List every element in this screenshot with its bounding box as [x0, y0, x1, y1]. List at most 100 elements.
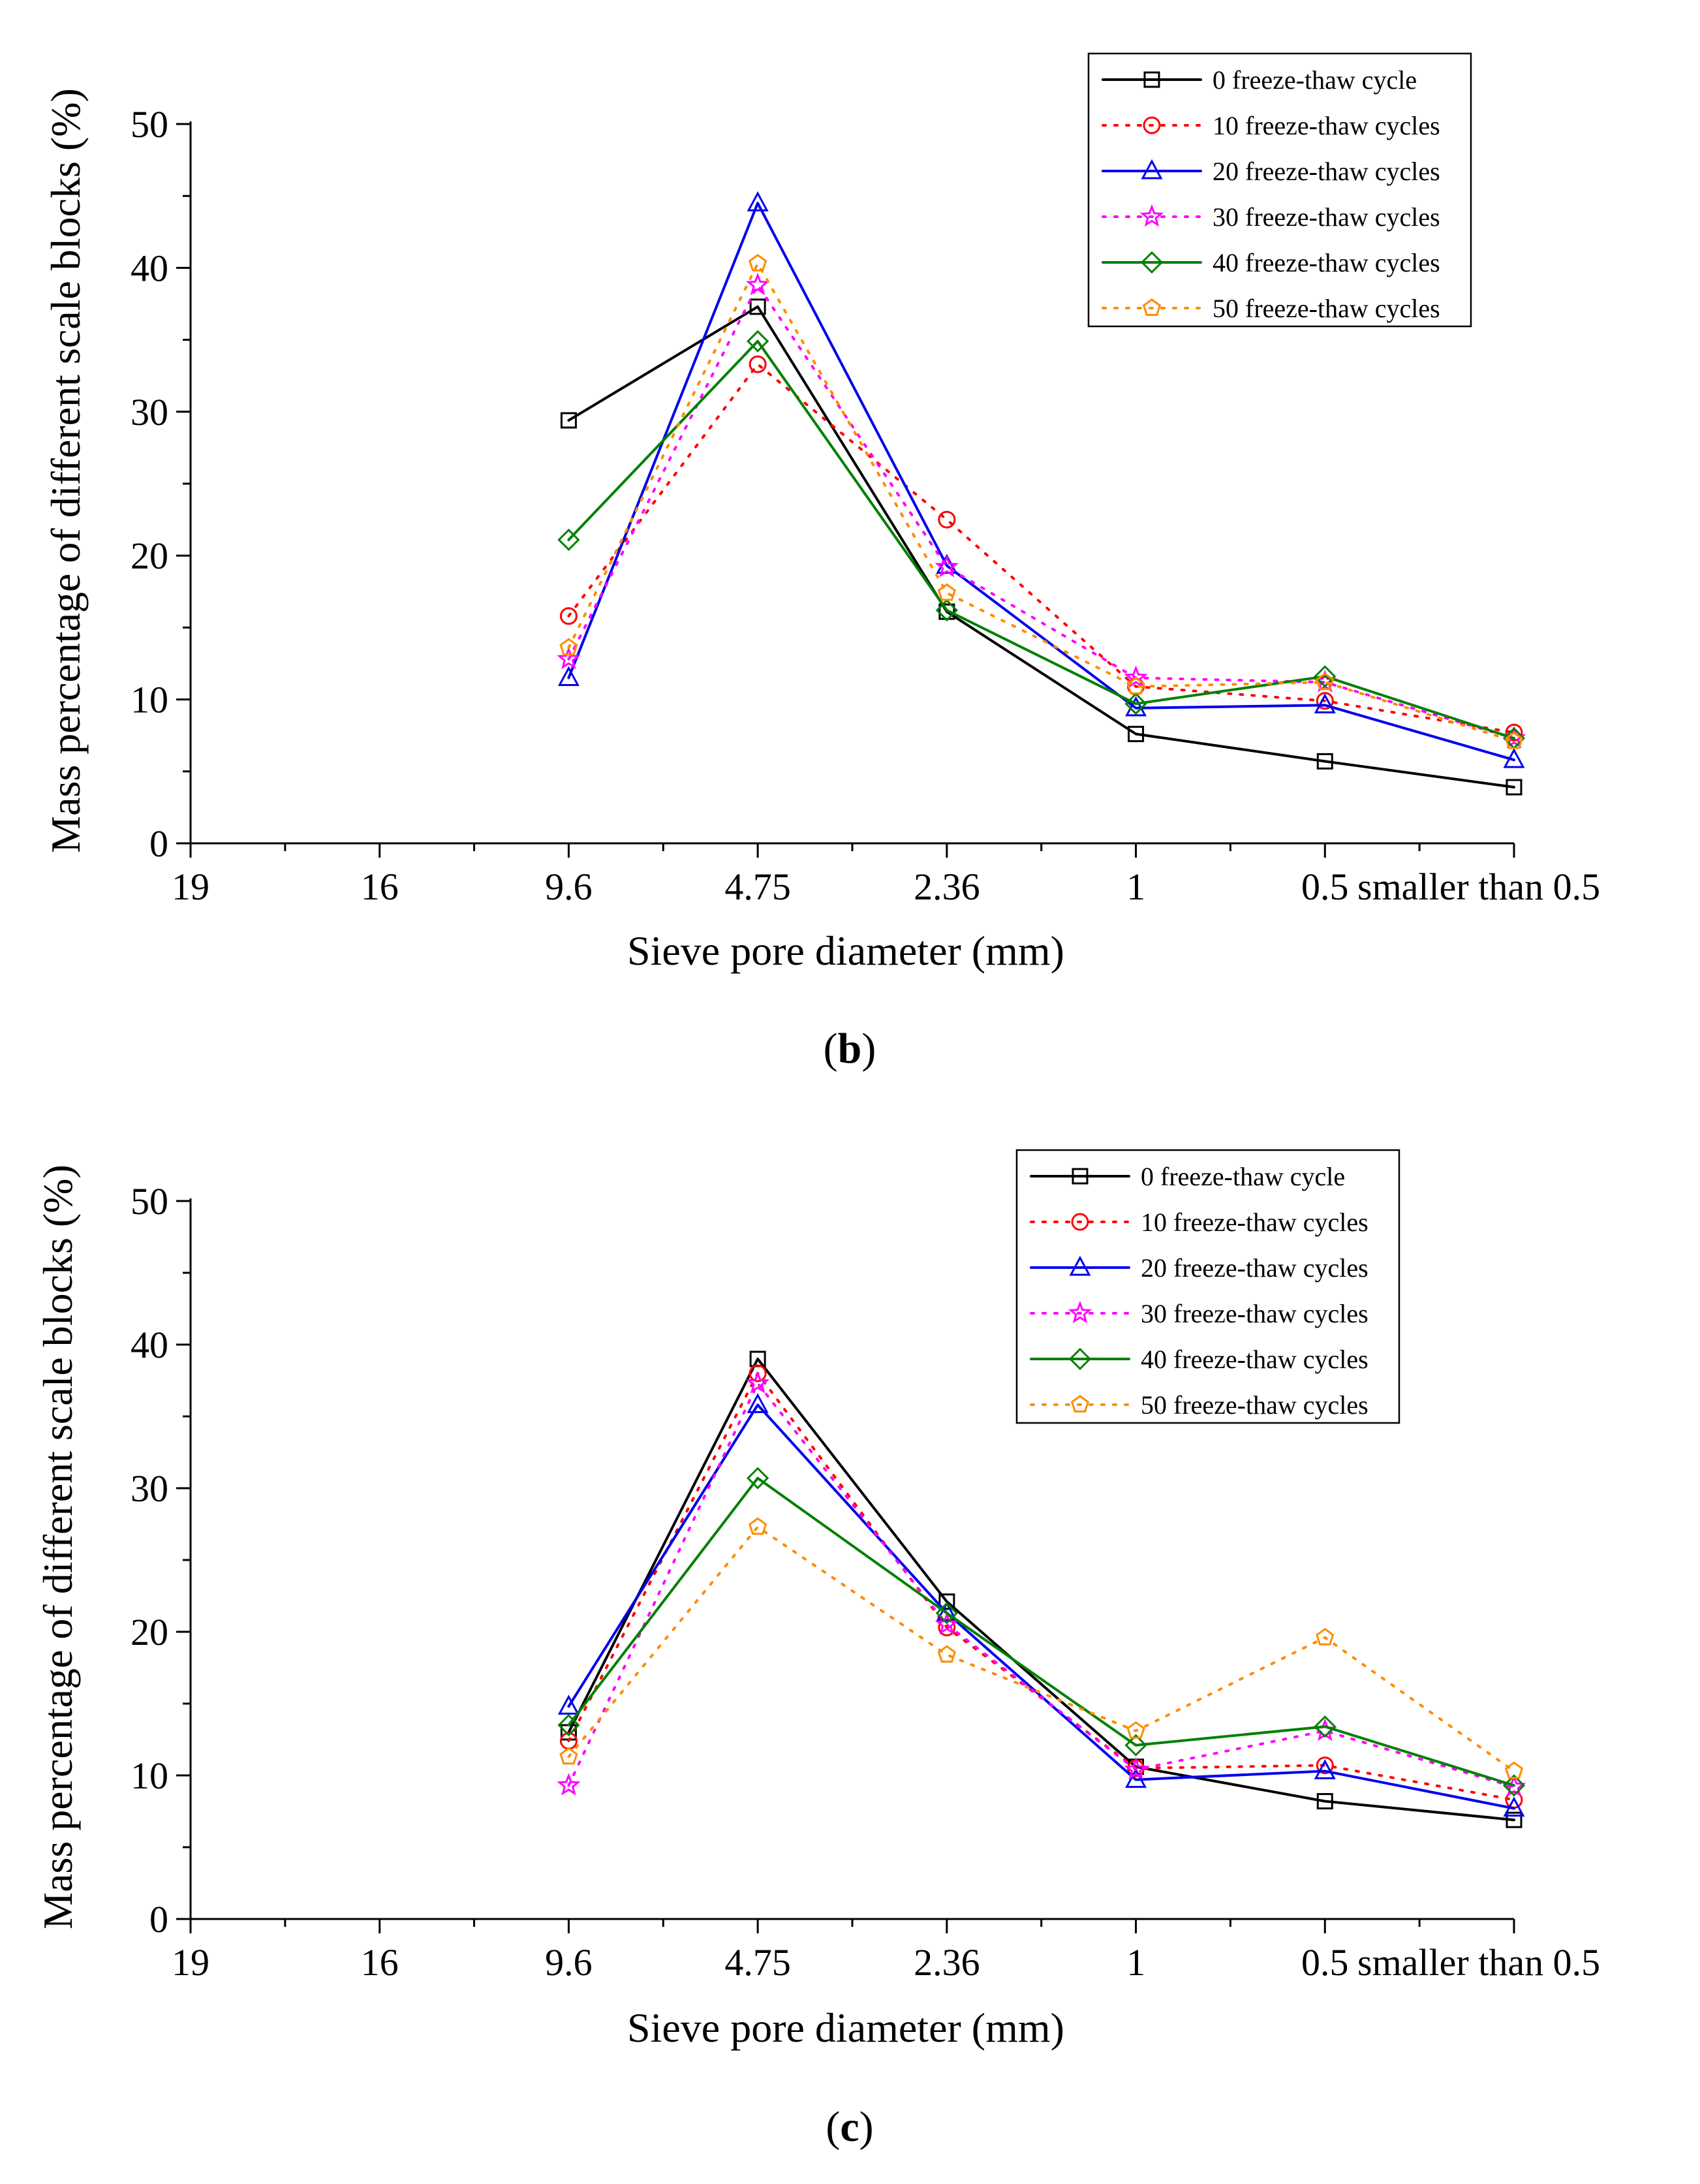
y-tick-label: 20: [131, 535, 168, 577]
data-point-marker: [1503, 748, 1525, 768]
x-tick-label: 4.75: [724, 866, 791, 908]
data-point-marker: [1502, 1774, 1526, 1797]
legend-marker: [1068, 1300, 1092, 1324]
x-tick-label: smaller than 0.5: [1357, 866, 1600, 908]
data-point-marker: [1314, 1715, 1337, 1738]
series-line-1: [567, 305, 1515, 788]
legend-marker: [1141, 159, 1163, 179]
y-tick-label: 0: [149, 1898, 168, 1941]
data-point-marker: [1504, 731, 1524, 749]
x-tick-label: 19: [172, 1941, 209, 1984]
data-point-marker: [935, 599, 958, 622]
data-point-marker: [1125, 696, 1147, 717]
x-tick-label: 0.5: [1301, 866, 1349, 908]
data-point-marker: [937, 583, 956, 601]
series-line-4: [567, 1382, 1515, 1788]
data-point-marker: [1316, 753, 1333, 770]
y-tick-label: 40: [131, 1324, 168, 1366]
legend-marker: [1070, 1395, 1090, 1412]
x-tick-label: 19: [172, 866, 209, 908]
chart-panel-b: 0 10 20 30 40 50 19 16 9.6 4.75 2.36 1 0.5 smaller th…: [42, 52, 1600, 1072]
data-point-marker: [1316, 1756, 1334, 1775]
data-point-marker: [749, 253, 767, 272]
data-point-marker: [749, 355, 767, 373]
x-tick-label: 2.36: [914, 1941, 980, 1984]
data-point-marker: [746, 1371, 770, 1394]
data-point-marker: [1125, 1768, 1147, 1788]
data-point-marker: [557, 1694, 580, 1715]
legend-marker: [1069, 1255, 1091, 1276]
data-point-marker: [1506, 779, 1522, 796]
x-tick-label: 0.5: [1301, 1941, 1349, 1984]
data-point-marker: [1316, 692, 1334, 710]
legend-label: 20 freeze-thaw cycles: [1213, 157, 1440, 186]
legend-label: 0 freeze-thaw cycle: [1213, 65, 1417, 95]
legend-marker: [1072, 1168, 1089, 1185]
data-point-marker: [1506, 1811, 1522, 1828]
data-point-marker: [1314, 693, 1336, 713]
x-tick-label: smaller than 0.5: [1357, 1941, 1600, 1984]
data-point-marker: [937, 1645, 956, 1663]
data-point-marker: [560, 412, 577, 429]
y-tick-label: 50: [131, 1180, 168, 1223]
data-point-marker: [747, 1467, 769, 1490]
legend-marker: [1143, 71, 1160, 88]
data-point-marker: [1126, 676, 1145, 694]
x-tick-label: 16: [361, 866, 399, 908]
data-point-marker: [1505, 723, 1523, 741]
data-point-marker: [935, 554, 959, 578]
y-tick-label: 20: [131, 1611, 168, 1653]
x-tick-label: 1: [1126, 866, 1145, 908]
series-line-3: [567, 202, 1515, 762]
data-point-marker: [938, 1593, 955, 1610]
data-point-marker: [1316, 1793, 1333, 1810]
data-point-marker: [559, 638, 578, 656]
data-point-marker: [749, 298, 766, 315]
legend-box: [1015, 1149, 1400, 1424]
data-point-marker: [1314, 665, 1337, 688]
chart-panel-c: 0 10 20 30 40 50 19 16 9.6 4.75 2.36 1 0.5 smaller th…: [35, 1149, 1600, 2151]
data-point-marker: [1128, 725, 1145, 742]
series-line-1: [567, 1358, 1515, 1822]
x-tick-label: 16: [361, 1941, 399, 1984]
y-axis-title: Mass percentage of different scale block…: [42, 88, 89, 853]
y-tick-label: 50: [131, 103, 168, 146]
y-tick-label: 40: [131, 247, 168, 289]
x-tick-label: 2.36: [914, 866, 980, 908]
data-point-marker: [1314, 1759, 1336, 1779]
data-point-marker: [936, 1601, 958, 1621]
panel-label: (b): [824, 1025, 876, 1072]
series-line-3: [567, 1403, 1515, 1810]
data-point-marker: [557, 666, 580, 687]
legend-marker: [1068, 1347, 1092, 1371]
data-point-marker: [1124, 1734, 1147, 1756]
data-point-marker: [749, 1517, 767, 1535]
x-axis-title: Sieve pore diameter (mm): [627, 2005, 1064, 2051]
legend-marker: [1071, 1213, 1089, 1231]
x-tick-label: 4.75: [724, 1941, 791, 1984]
legend-label: 50 freeze-thaw cycles: [1213, 294, 1440, 323]
x-tick-label: 9.6: [545, 866, 593, 908]
data-point-marker: [1504, 1761, 1524, 1779]
legend-label: 50 freeze-thaw cycles: [1141, 1390, 1368, 1420]
data-point-marker: [1124, 693, 1147, 715]
legend-marker: [1143, 116, 1161, 134]
legend-label: 30 freeze-thaw cycles: [1213, 202, 1440, 232]
data-point-marker: [557, 528, 580, 552]
data-point-marker: [1126, 1721, 1145, 1739]
y-axis-title: Mass percentage of different scale block…: [35, 1164, 81, 1929]
series-line-4: [567, 283, 1515, 740]
data-point-marker: [935, 1602, 958, 1625]
legend-marker: [1140, 251, 1164, 274]
y-tick-label: 30: [131, 391, 168, 433]
series-line-5: [567, 1476, 1515, 1787]
legend-label: 10 freeze-thaw cycles: [1141, 1208, 1368, 1237]
data-point-marker: [1124, 1757, 1148, 1780]
series-line-2: [567, 1372, 1515, 1802]
data-point-marker: [557, 646, 581, 670]
data-point-marker: [559, 607, 578, 625]
legend-label: 10 freeze-thaw cycles: [1213, 111, 1440, 140]
data-point-marker: [1124, 665, 1148, 689]
